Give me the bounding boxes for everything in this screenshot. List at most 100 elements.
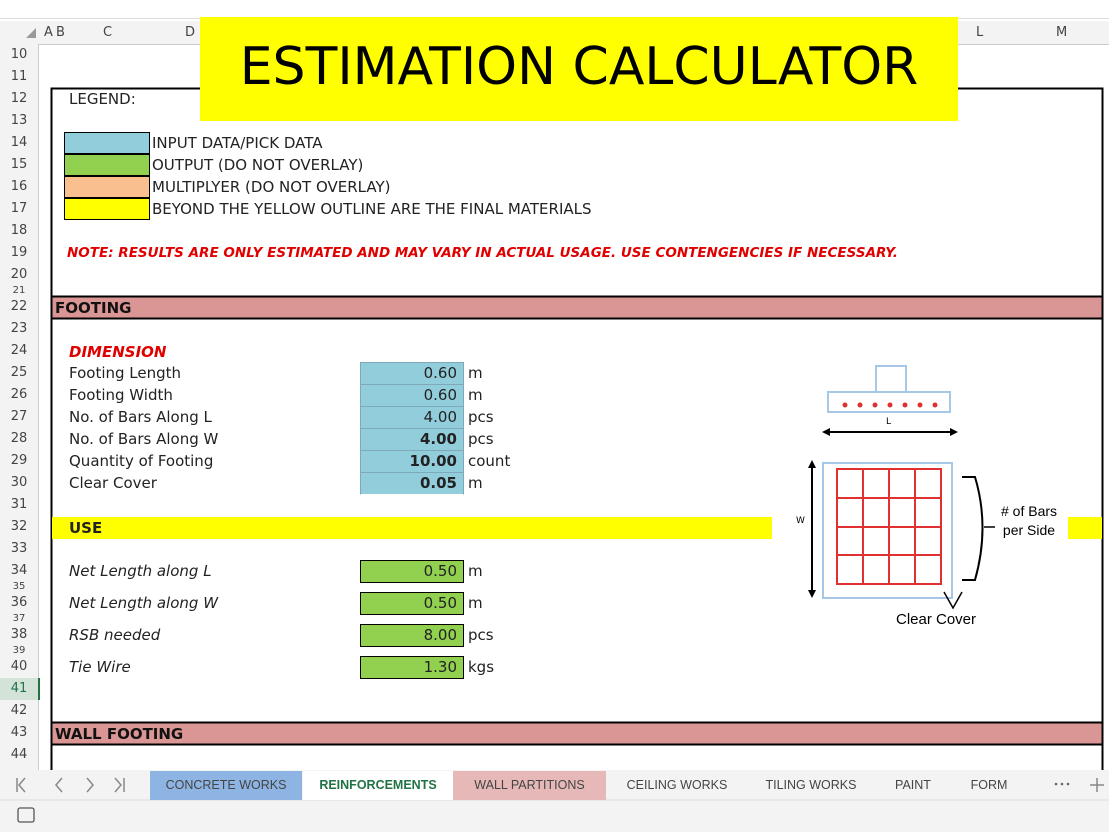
row-number[interactable]: 38: [10, 627, 28, 642]
field-label: Quantity of Footing: [69, 452, 214, 470]
row-number[interactable]: 17: [10, 201, 28, 216]
diagram-label: L: [886, 417, 892, 427]
unit: m: [468, 364, 483, 382]
row-number[interactable]: 35: [12, 582, 26, 592]
input-cell[interactable]: 0.60: [360, 384, 464, 407]
field-label: Tie Wire: [69, 658, 131, 676]
input-cell[interactable]: 0.60: [360, 362, 464, 385]
output-cell: 0.50: [360, 560, 464, 583]
output-cell: 0.50: [360, 592, 464, 615]
field-label: Net Length along W: [69, 594, 219, 612]
row-number[interactable]: 36: [10, 595, 28, 610]
section-header: FOOTING: [55, 299, 132, 317]
arrow-head: [822, 428, 830, 436]
row-number[interactable]: 30: [10, 475, 28, 490]
legend-text: OUTPUT (DO NOT OVERLAY): [152, 156, 364, 174]
sheet-tab[interactable]: CEILING WORKS: [626, 778, 728, 792]
row-number[interactable]: 14: [10, 135, 28, 150]
row-number[interactable]: 41: [0, 678, 40, 700]
legend-swatch: [64, 154, 150, 176]
row-number[interactable]: 24: [10, 343, 28, 358]
row-number[interactable]: 12: [10, 91, 28, 106]
legend-label: LEGEND:: [69, 90, 136, 108]
input-cell[interactable]: 0.05: [360, 472, 464, 495]
tab-nav[interactable]: [16, 777, 1104, 793]
input-cell[interactable]: 4.00: [360, 428, 464, 451]
unit: pcs: [468, 430, 494, 448]
subsection-label: USE: [69, 519, 103, 537]
unit: pcs: [468, 626, 494, 644]
column-header[interactable]: M: [1056, 25, 1068, 40]
rebar-dots: [842, 402, 938, 408]
pedestal: [875, 365, 907, 394]
subsection-label: DIMENSION: [69, 343, 167, 361]
row-number[interactable]: 25: [10, 365, 28, 380]
field-label: No. of Bars Along W: [69, 430, 219, 448]
input-cell[interactable]: 4.00: [360, 406, 464, 429]
legend-text: INPUT DATA/PICK DATA: [152, 134, 323, 152]
row-number[interactable]: 22: [10, 299, 28, 314]
row-number[interactable]: 37: [12, 614, 26, 624]
legend-swatch: [64, 198, 150, 220]
row-number[interactable]: 42: [10, 703, 28, 718]
row-number[interactable]: 44: [10, 747, 28, 762]
row-number[interactable]: 29: [10, 453, 28, 468]
arrow-head: [950, 428, 958, 436]
row-number[interactable]: 43: [10, 725, 28, 740]
sheet-tab[interactable]: FORM: [970, 778, 1008, 792]
title: ESTIMATION CALCULATOR: [200, 17, 958, 121]
unit: m: [468, 594, 483, 612]
row-number[interactable]: 13: [10, 113, 28, 128]
use-band: [1068, 517, 1102, 539]
field-label: RSB needed: [69, 626, 161, 644]
column-header[interactable]: A: [44, 25, 53, 40]
row-number[interactable]: 18: [10, 223, 28, 238]
row-number[interactable]: 31: [10, 497, 28, 512]
diagram-label: W: [796, 516, 805, 526]
sheet-tab[interactable]: WALL PARTITIONS: [453, 771, 606, 800]
unit: count: [468, 452, 511, 470]
row-number[interactable]: 40: [10, 659, 28, 674]
select-all[interactable]: [26, 28, 36, 38]
row-number[interactable]: 28: [10, 431, 28, 446]
column-header[interactable]: C: [103, 25, 113, 40]
arrow-head: [808, 590, 816, 598]
legend-text: BEYOND THE YELLOW OUTLINE ARE THE FINAL …: [152, 200, 592, 218]
row-number[interactable]: 33: [10, 541, 28, 556]
row-number[interactable]: 10: [10, 47, 28, 62]
row-number[interactable]: 34: [10, 563, 28, 578]
diagram-label: Clear Cover: [896, 611, 977, 628]
column-header[interactable]: B: [56, 25, 65, 40]
row-header-bar: [0, 44, 39, 770]
column-header[interactable]: L: [976, 25, 984, 40]
section-header: WALL FOOTING: [55, 725, 184, 743]
row-number[interactable]: 16: [10, 179, 28, 194]
input-cell[interactable]: 10.00: [360, 450, 464, 473]
unit: pcs: [468, 408, 494, 426]
unit: m: [468, 386, 483, 404]
column-header[interactable]: D: [185, 25, 196, 40]
sheet-tab[interactable]: CONCRETE WORKS: [150, 771, 302, 800]
arrow-head: [808, 460, 816, 468]
use-band: [52, 517, 772, 539]
more-tabs[interactable]: [1054, 782, 1070, 786]
sheet-tab[interactable]: PAINT: [895, 778, 931, 792]
row-number[interactable]: 19: [10, 245, 28, 260]
row-number[interactable]: 32: [10, 519, 28, 534]
footing-section: [827, 391, 951, 413]
footing-plan: [822, 462, 953, 599]
row-number[interactable]: 20: [10, 267, 28, 282]
rebar-grid: [836, 468, 942, 585]
row-number[interactable]: 27: [10, 409, 28, 424]
row-number[interactable]: 15: [10, 157, 28, 172]
legend-text: MULTIPLYER (DO NOT OVERLAY): [152, 178, 391, 196]
row-number[interactable]: 39: [12, 646, 26, 656]
row-number[interactable]: 26: [10, 387, 28, 402]
field-label: Clear Cover: [69, 474, 157, 492]
note: NOTE: RESULTS ARE ONLY ESTIMATED AND MAY…: [67, 245, 898, 261]
row-number[interactable]: 23: [10, 321, 28, 336]
row-number[interactable]: 11: [10, 69, 28, 84]
sheet-tab[interactable]: TILING WORKS: [765, 778, 857, 792]
row-number[interactable]: 21: [12, 286, 26, 296]
sheet-tab[interactable]: REINFORCEMENTS: [303, 771, 453, 800]
